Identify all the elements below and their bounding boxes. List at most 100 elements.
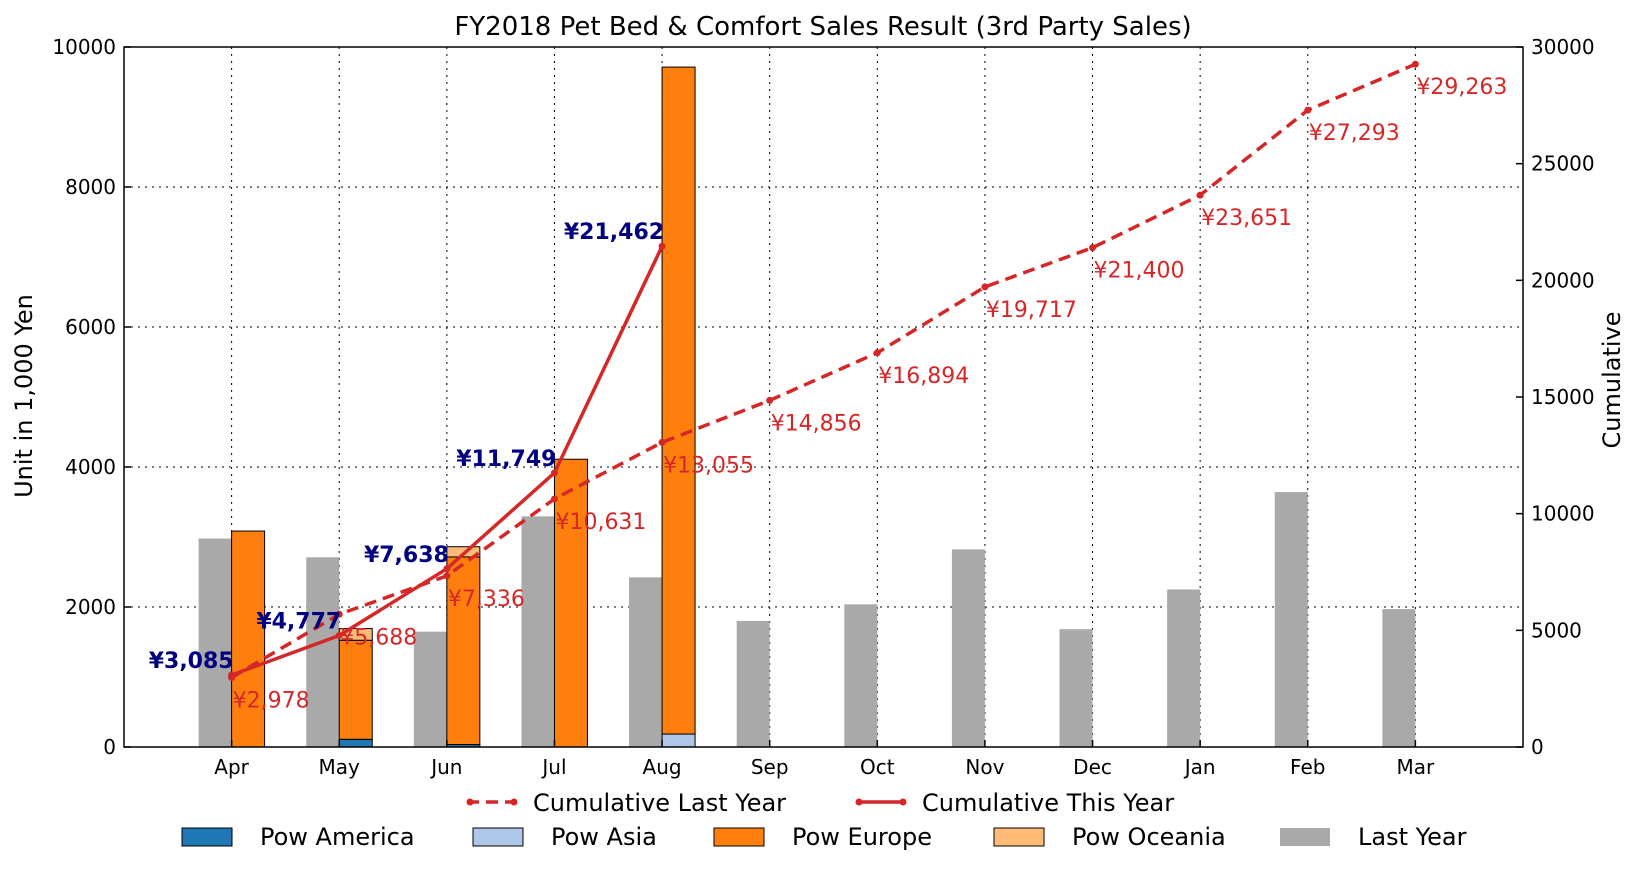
- x-tick-label: Mar: [1397, 755, 1436, 779]
- line-point: [658, 438, 666, 446]
- legend-label: Pow America: [260, 823, 415, 851]
- y2-tick-label: 0: [1531, 735, 1544, 759]
- data-label-cumulative-last-year: ¥10,631: [555, 510, 646, 535]
- x-tick-label: Nov: [965, 755, 1004, 779]
- bar-last-year: [413, 631, 447, 747]
- legend-marker: [510, 798, 518, 806]
- chart-title: FY2018 Pet Bed & Comfort Sales Result (3…: [454, 12, 1191, 42]
- data-label-cumulative-last-year: ¥29,263: [1416, 75, 1507, 100]
- data-label-cumulative-last-year: ¥14,856: [771, 411, 862, 436]
- line-point: [981, 283, 989, 291]
- y-tick-label: 2000: [65, 595, 116, 619]
- bar-last-year: [1059, 629, 1093, 747]
- data-label-cumulative-this-year: ¥11,749: [456, 447, 556, 472]
- legend-label: Pow Asia: [551, 823, 657, 851]
- line-point: [335, 632, 343, 640]
- data-label-cumulative-this-year: ¥7,638: [364, 543, 449, 568]
- line-point: [443, 572, 451, 580]
- data-label-cumulative-last-year: ¥23,651: [1201, 206, 1292, 231]
- legend-marker: [899, 798, 907, 806]
- legend-swatch-pow-asia: [472, 827, 524, 847]
- legend-label: Pow Europe: [792, 823, 932, 851]
- bar-last-year: [1382, 609, 1416, 747]
- data-labels: ¥2,978 ¥5,688 ¥7,336 ¥10,631 ¥13,055 ¥14,856 ¥…: [149, 75, 1508, 713]
- legend-label: Pow Oceania: [1072, 823, 1226, 851]
- legend-label: Cumulative This Year: [922, 789, 1174, 817]
- x-tick-label: Aug: [643, 755, 682, 779]
- bar-last-year: [1167, 589, 1201, 747]
- bar-last-year: [951, 549, 985, 747]
- line-point: [1304, 106, 1312, 114]
- x-tick-label: Feb: [1290, 755, 1325, 779]
- y-axis-label: Unit in 1,000 Yen: [10, 294, 38, 498]
- x-tick-label: Dec: [1073, 755, 1112, 779]
- line-point: [1411, 60, 1419, 68]
- bar-last-year: [521, 516, 555, 747]
- line-point: [550, 495, 558, 503]
- y-tick-label: 0: [103, 735, 116, 759]
- line-point: [550, 469, 558, 477]
- data-label-cumulative-last-year: ¥5,688: [340, 625, 417, 650]
- y2-tick-label: 5000: [1531, 618, 1582, 642]
- legend-label: Cumulative Last Year: [533, 789, 786, 817]
- data-label-cumulative-last-year: ¥2,978: [233, 689, 310, 714]
- line-point: [335, 610, 343, 618]
- x-tick-label: Apr: [214, 755, 249, 779]
- line-point: [1089, 244, 1097, 252]
- x-tick-label: Oct: [860, 755, 895, 779]
- legend-label: Last Year: [1358, 823, 1467, 851]
- x-tick-label: Jul: [540, 755, 566, 779]
- data-label-cumulative-this-year: ¥21,462: [564, 220, 664, 245]
- y2-axis-label: Cumulative: [1598, 312, 1626, 449]
- data-label-cumulative-last-year: ¥27,293: [1309, 121, 1400, 146]
- y2-tick-label: 15000: [1531, 385, 1595, 409]
- axes: 0 2000 4000 6000 8000 10000 0 5000 10000 15000 200…: [52, 35, 1594, 779]
- legend-swatch-pow-oceania: [993, 827, 1045, 847]
- bar-last-year: [1274, 492, 1308, 747]
- y-tick-label: 10000: [52, 35, 116, 59]
- data-label-cumulative-this-year: ¥3,085: [149, 649, 234, 674]
- y2-tick-label: 10000: [1531, 502, 1595, 526]
- line-point: [873, 349, 881, 357]
- y2-tick-label: 20000: [1531, 268, 1595, 292]
- y-tick-label: 8000: [65, 175, 116, 199]
- data-label-cumulative-last-year: ¥19,717: [986, 298, 1077, 323]
- bar-last-year: [198, 538, 232, 747]
- data-label-cumulative-this-year: ¥4,777: [256, 610, 341, 635]
- legend-swatch-pow-america: [181, 827, 233, 847]
- line-point: [766, 396, 774, 404]
- bars: [198, 66, 1416, 748]
- bar-last-year: [844, 604, 878, 747]
- bar-last-year: [629, 577, 663, 747]
- bar-pow-europe: [231, 530, 266, 748]
- bar-pow-europe: [446, 556, 481, 746]
- bar-pow-asia: [661, 733, 696, 748]
- bar-pow-europe: [338, 639, 373, 740]
- y2-tick-label: 25000: [1531, 152, 1595, 176]
- line-point: [228, 671, 236, 679]
- line-point: [658, 242, 666, 250]
- x-tick-label: Jan: [1183, 755, 1216, 779]
- data-label-cumulative-last-year: ¥13,055: [663, 453, 754, 478]
- bar-pow-america: [338, 738, 373, 748]
- bar-pow-europe: [553, 458, 588, 748]
- cumulative-lines: [228, 60, 1419, 682]
- bar-pow-europe: [661, 66, 696, 735]
- legend-marker: [855, 798, 863, 806]
- y2-tick-label: 30000: [1531, 35, 1595, 59]
- data-label-cumulative-last-year: ¥16,894: [878, 364, 969, 389]
- y-tick-label: 6000: [65, 315, 116, 339]
- x-tick-label: Sep: [751, 755, 789, 779]
- x-tick-label: Jun: [429, 755, 462, 779]
- x-tick-label: May: [319, 755, 361, 779]
- line-cumulative-last-year: [230, 62, 1417, 680]
- data-label-cumulative-last-year: ¥21,400: [1094, 259, 1185, 284]
- legend: Cumulative Last Year Cumulative This Year…: [181, 789, 1467, 851]
- legend-swatch-last-year: [1280, 828, 1330, 846]
- legend-swatch-pow-europe: [713, 827, 765, 847]
- data-label-cumulative-last-year: ¥7,336: [448, 587, 525, 612]
- y-tick-label: 4000: [65, 455, 116, 479]
- bar-last-year: [736, 620, 770, 747]
- line-point: [1196, 191, 1204, 199]
